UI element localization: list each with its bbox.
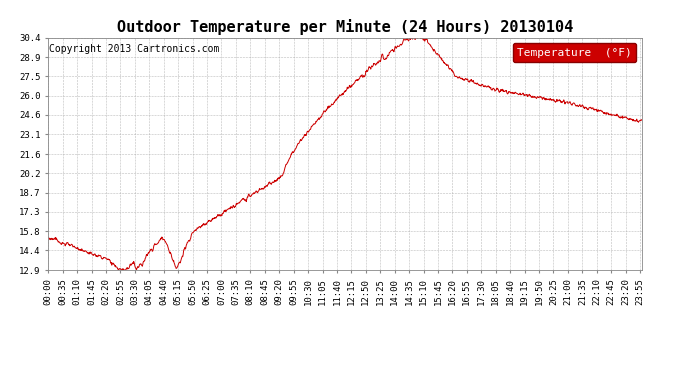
Legend: Temperature  (°F): Temperature (°F)	[513, 43, 636, 62]
Text: Copyright 2013 Cartronics.com: Copyright 2013 Cartronics.com	[50, 45, 220, 54]
Title: Outdoor Temperature per Minute (24 Hours) 20130104: Outdoor Temperature per Minute (24 Hours…	[117, 19, 573, 35]
